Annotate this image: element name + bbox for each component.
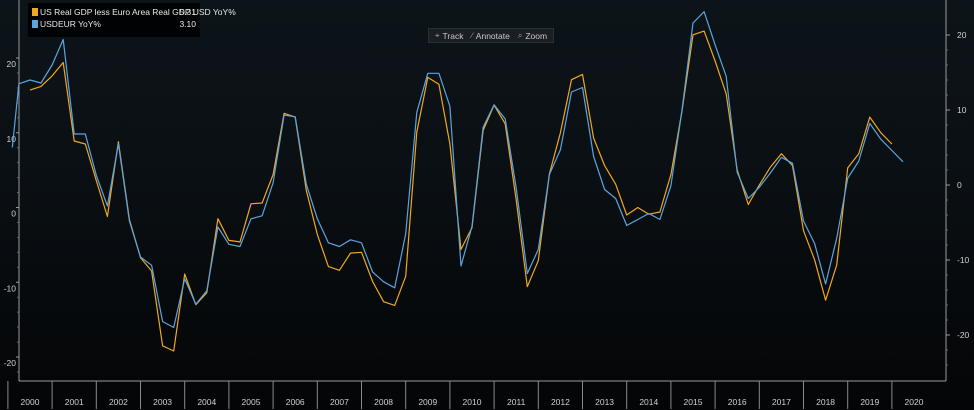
x-tick-label: 2018 (816, 397, 835, 407)
legend-item-usdeur[interactable]: USDEUR YoY% 3.10 (32, 18, 196, 30)
left-tick-label: -20 (4, 358, 17, 368)
x-tick-label: 2004 (197, 397, 216, 407)
right-tick-label: 0 (957, 180, 962, 190)
x-tick-label: 2015 (684, 397, 703, 407)
x-tick-label: 2013 (595, 397, 614, 407)
chart-toolbar: ⌖ Track ∕ Annotate ⌕ Zoom (428, 28, 555, 43)
x-tick-label: 2011 (507, 397, 526, 407)
zoom-label: Zoom (525, 30, 548, 41)
track-button[interactable]: ⌖ Track (435, 31, 463, 41)
x-tick-label: 2010 (463, 397, 482, 407)
zoom-button[interactable]: ⌕ Zoom (518, 31, 547, 41)
legend-swatch-gdp (32, 8, 38, 16)
x-tick-label: 2006 (286, 397, 305, 407)
x-tick-label: 2012 (551, 397, 570, 407)
x-tick-label: 2009 (418, 397, 437, 407)
magnifier-icon: ⌕ (517, 30, 523, 40)
legend[interactable]: US Real GDP less Euro Area Real GDP USD … (28, 3, 236, 37)
x-tick-label: 2014 (639, 397, 658, 407)
series-line-gdp (29, 30, 893, 352)
left-tick-label: -10 (4, 283, 17, 293)
x-tick-label: 2017 (772, 397, 791, 407)
series-layer (11, 11, 904, 352)
track-label: Track (442, 30, 464, 41)
right-tick-label: -20 (957, 330, 970, 340)
x-tick-label: 2019 (860, 397, 879, 407)
x-tick-label: 2001 (65, 397, 84, 407)
legend-item-gdp[interactable]: US Real GDP less Euro Area Real GDP USD … (32, 6, 236, 18)
annotate-button[interactable]: ∕ Annotate (471, 31, 509, 41)
right-tick-label: -10 (957, 255, 970, 265)
pencil-icon: ∕ (471, 31, 473, 40)
x-tick-label: 2000 (21, 397, 40, 407)
legend-label-gdp: US Real GDP less Euro Area Real GDP USD … (40, 7, 236, 17)
crosshair-icon: ⌖ (435, 30, 440, 40)
x-tick-label: 2005 (242, 397, 261, 407)
x-tick-label: 2003 (153, 397, 172, 407)
left-tick-label: 20 (7, 59, 17, 69)
x-tick-label: 2007 (330, 397, 349, 407)
x-axis: 2000 2001 2002 2003 2004 2005 2006 2007 2008 2009… (7, 381, 924, 409)
annotate-label: Annotate (475, 30, 510, 41)
series-line-usdeur (11, 11, 904, 329)
legend-label-usdeur: USDEUR YoY% (40, 19, 101, 29)
x-tick-label: 2008 (374, 397, 393, 407)
legend-value-gdp: 5.31 (179, 7, 196, 17)
left-tick-label: 0 (11, 209, 16, 219)
legend-value-usdeur: 3.10 (179, 19, 196, 29)
right-axis: 20 10 0 -10 -20 (946, 30, 970, 366)
left-tick-label: 10 (7, 134, 17, 144)
x-tick-label: 2002 (109, 397, 128, 407)
legend-swatch-usdeur (32, 20, 38, 28)
axes (18, 0, 947, 382)
x-tick-label: 2016 (728, 397, 747, 407)
right-tick-label: 10 (957, 105, 967, 115)
right-tick-label: 20 (957, 30, 967, 40)
left-axis: 20 10 0 -10 -20 (4, 57, 19, 373)
x-tick-label: 2020 (905, 397, 924, 407)
